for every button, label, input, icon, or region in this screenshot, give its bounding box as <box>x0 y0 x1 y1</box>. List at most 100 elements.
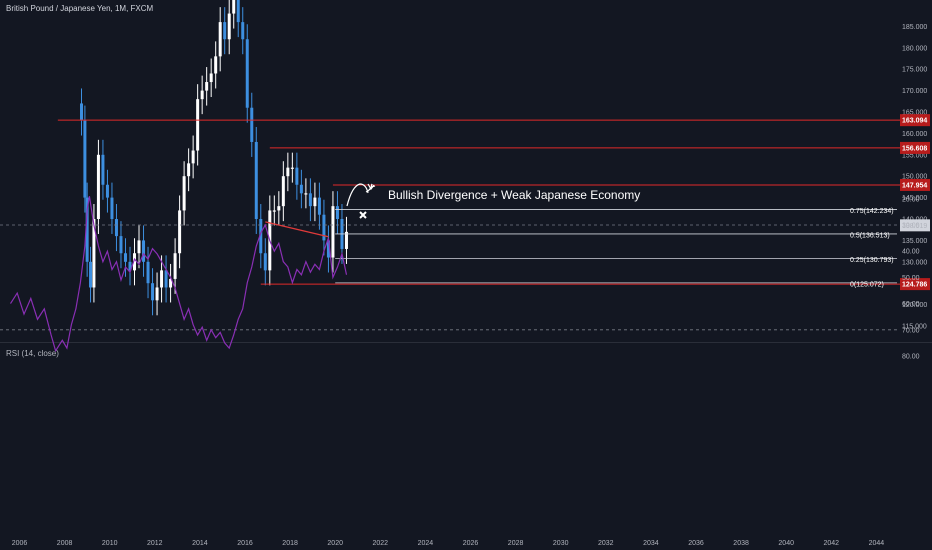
candle-body <box>96 154 100 219</box>
candle-body <box>182 176 186 211</box>
time-axis-label: 2042 <box>824 540 840 547</box>
price-axis-label: 180.000 <box>902 45 927 52</box>
candle-body <box>89 261 93 288</box>
time-axis-label: 2020 <box>327 540 343 547</box>
price-badge-label: 124.786 <box>902 282 927 289</box>
time-axis-label: 2026 <box>463 540 479 547</box>
candle-body <box>308 193 312 207</box>
candle-body <box>286 167 290 177</box>
candle-body <box>227 13 231 40</box>
candle-body <box>232 0 236 14</box>
price-axis-label: 170.000 <box>902 88 927 95</box>
arrow-head-icon <box>367 183 375 191</box>
candle-body <box>105 184 109 198</box>
candle-body <box>164 270 168 288</box>
time-axis-label: 2022 <box>373 540 389 547</box>
fib-level-label: 0.75(142.234) <box>850 208 894 215</box>
rsi-axis-label: 60.00 <box>902 301 920 308</box>
candle-body <box>241 22 245 40</box>
time-axis-label: 2018 <box>282 540 298 547</box>
candle-body <box>133 253 137 271</box>
price-axis-label: 185.000 <box>902 24 927 31</box>
rsi-line <box>9 196 348 353</box>
close-icon <box>359 211 367 219</box>
candle-body <box>160 270 164 288</box>
candle-body <box>128 261 132 271</box>
price-badge <box>900 141 930 154</box>
time-axis-label: 2012 <box>147 540 163 547</box>
candle-body <box>295 167 299 185</box>
candle-body <box>83 120 87 198</box>
candle-body <box>85 197 89 262</box>
time-axis-label: 2006 <box>12 540 28 547</box>
annotations: Bullish Divergence + Weak Japanese Econo… <box>346 183 640 219</box>
current-price-badge <box>900 219 930 232</box>
fib-level-label: 0.5(136.513) <box>850 232 890 239</box>
time-axis[interactable]: 2006 2008 2010 2012 2014 2016 2018 2020 2022 2024… <box>12 540 885 547</box>
candle-body <box>80 103 84 121</box>
time-axis-label: 2008 <box>57 540 73 547</box>
candle-body <box>142 240 146 262</box>
rsi-axis-label: 30.00 <box>902 223 920 230</box>
candle-body <box>272 210 276 212</box>
price-axis-label: 135.000 <box>902 238 927 245</box>
candle-body <box>263 253 267 271</box>
candle-body <box>245 39 249 108</box>
price-axis-label: 155.000 <box>902 152 927 159</box>
candle-body <box>236 0 240 23</box>
candle-body <box>313 197 317 207</box>
candle-body <box>187 163 191 177</box>
price-axis-label: 120.000 <box>902 302 927 309</box>
candle-body <box>151 283 155 301</box>
candle-body <box>223 22 227 40</box>
candle-body <box>155 287 159 301</box>
rsi-axis-label: 70.00 <box>902 327 920 334</box>
candle-body <box>326 240 330 258</box>
candle-body <box>101 154 105 185</box>
time-axis-label: 2038 <box>733 540 749 547</box>
candle-body <box>281 176 285 207</box>
rsi-axis-label: 50.00 <box>902 275 920 282</box>
candle-body <box>200 90 204 100</box>
time-axis-label: 2044 <box>869 540 885 547</box>
price-axis-label: 175.000 <box>902 67 927 74</box>
symbol-title: British Pound / Japanese Yen, 1M, FXCM <box>6 4 154 13</box>
candle-body <box>344 231 348 249</box>
price-badge-label: 156.608 <box>902 145 927 152</box>
candle-body <box>123 253 127 262</box>
candle-body <box>277 206 281 211</box>
candle-body <box>250 107 254 142</box>
projection-arrow <box>346 183 369 207</box>
time-axis-label: 2024 <box>418 540 434 547</box>
price-badge <box>900 114 930 127</box>
annotation-text: Bullish Divergence + Weak Japanese Econo… <box>388 188 640 202</box>
time-axis-label: 2032 <box>598 540 614 547</box>
candle-body <box>92 219 96 288</box>
fib-level-label: 0.25(130.793) <box>850 257 894 264</box>
candle-body <box>196 99 200 151</box>
candle-body <box>191 150 195 164</box>
time-axis-label: 2014 <box>192 540 208 547</box>
time-axis-label: 2028 <box>508 540 524 547</box>
price-badge <box>900 178 930 191</box>
candle-body <box>178 210 182 254</box>
price-axis-label: 160.000 <box>902 131 927 138</box>
time-axis-label: 2036 <box>688 540 704 547</box>
time-axis-label: 2034 <box>643 540 659 547</box>
candle-body <box>214 56 218 74</box>
rsi-axis-label: 80.00 <box>902 354 920 361</box>
candle-body <box>110 197 114 219</box>
candle-body <box>290 167 294 169</box>
rsi-axis-label: 40.00 <box>902 249 920 256</box>
candle-body <box>119 236 123 254</box>
price-badge-label: 163.094 <box>902 118 927 125</box>
price-axis-label: 150.000 <box>902 174 927 181</box>
candle-body <box>299 184 303 194</box>
candle-body <box>254 141 258 219</box>
fib-level-label: 0(125.072) <box>850 281 884 288</box>
candle-body <box>335 206 339 219</box>
candle-body <box>137 240 141 254</box>
candle-body <box>259 219 263 254</box>
